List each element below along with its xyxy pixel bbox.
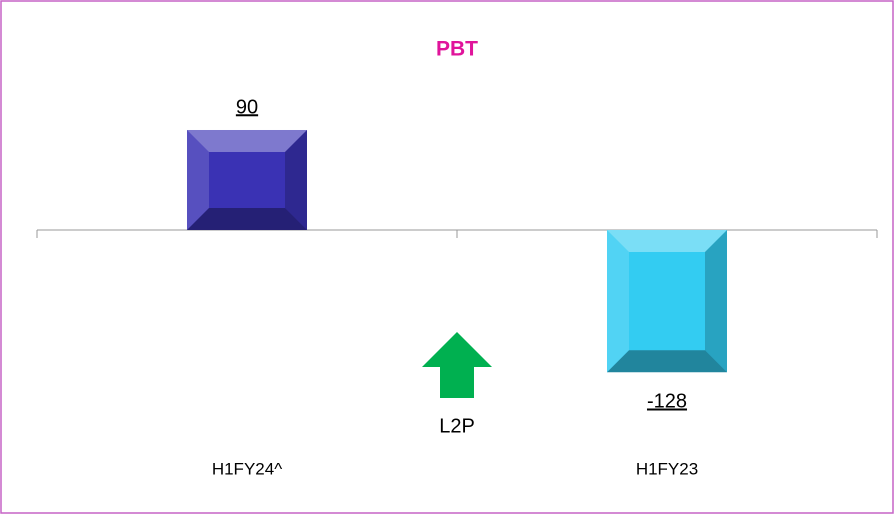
bar	[187, 129, 307, 230]
bar-bevel	[607, 229, 727, 252]
chart-title: PBT	[436, 38, 478, 61]
bar-bevel	[187, 129, 307, 152]
bar-bevel	[607, 350, 727, 373]
bar-bevel	[285, 129, 307, 230]
bar	[607, 229, 727, 373]
x-tick-label: H1FY23	[636, 459, 698, 478]
bar-bevel	[705, 229, 727, 373]
annotation-arrow	[422, 332, 492, 398]
value-label: 90	[236, 96, 258, 118]
bar-bevel	[187, 129, 209, 230]
value-label: -128	[647, 390, 687, 412]
bar-bevel	[607, 229, 629, 373]
annotation: L2P	[439, 415, 475, 437]
x-tick-label: H1FY24^	[212, 459, 282, 478]
bar-bevel	[187, 207, 307, 230]
